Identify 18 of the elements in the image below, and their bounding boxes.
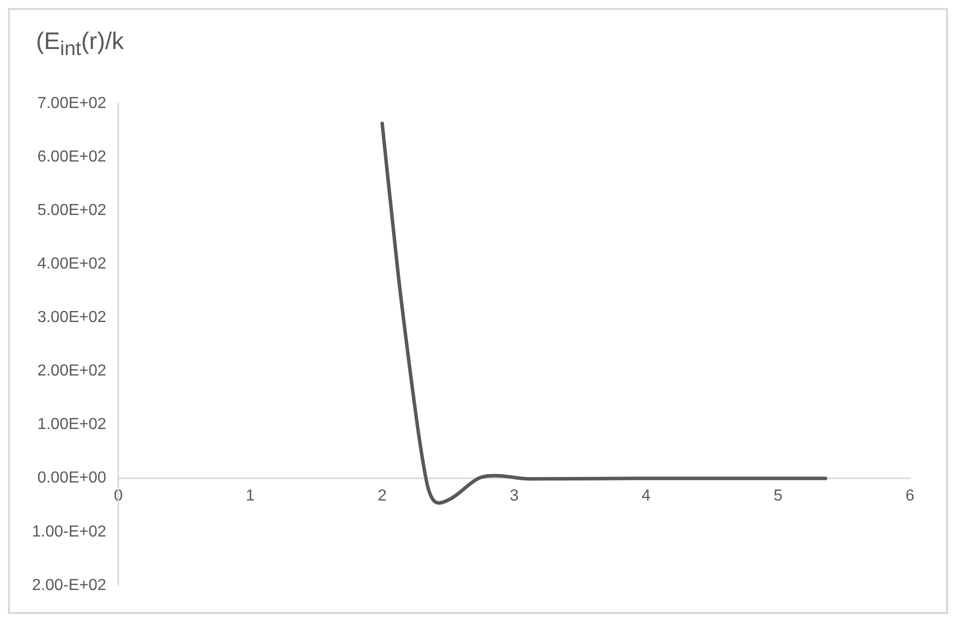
y-tick-label: 5.00E+02 bbox=[37, 202, 106, 220]
y-tick-label: 2.00-E+02 bbox=[32, 576, 106, 594]
x-tick-label: 6 bbox=[906, 487, 915, 504]
chart-title: (E$_{int}$(r)/k bbox=[35, 27, 125, 62]
y-tick-label: 3.00E+02 bbox=[37, 309, 106, 326]
y-tick-label: 1.00E+02 bbox=[37, 416, 106, 434]
x-tick-label: 3 bbox=[510, 487, 519, 504]
y-tick-label: 1.00-E+02 bbox=[32, 523, 106, 540]
x-tick-label: 4 bbox=[642, 487, 651, 504]
y-tick-label: 0.00E+00 bbox=[37, 470, 106, 487]
y-tick-label: 2.00E+02 bbox=[37, 362, 106, 380]
line-series bbox=[380, 122, 828, 505]
x-tick-label: 2 bbox=[378, 487, 387, 504]
x-tick-label: 5 bbox=[774, 487, 783, 504]
y-tick-label: 6.00E+02 bbox=[37, 148, 106, 166]
y-tick-label: 7.00E+02 bbox=[37, 95, 106, 112]
x-tick-label: 1 bbox=[246, 487, 255, 504]
y-tick-label: 4.00E+02 bbox=[37, 256, 106, 273]
